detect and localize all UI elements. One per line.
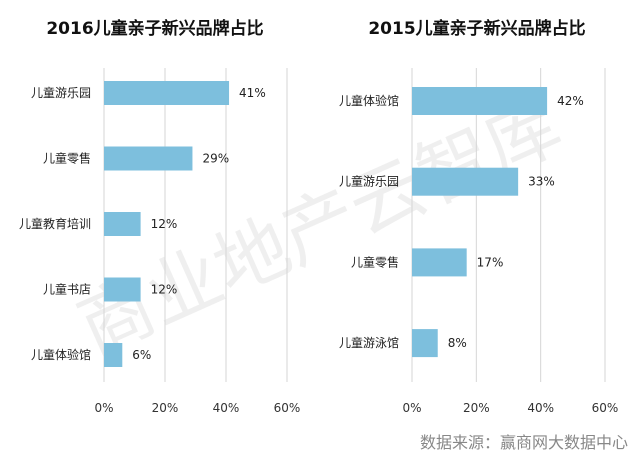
x-tick-label: 20%: [463, 401, 490, 415]
category-label: 儿童体验馆: [31, 347, 91, 362]
value-label: 42%: [557, 94, 584, 108]
value-label: 12%: [151, 283, 178, 297]
bar: [104, 81, 230, 105]
category-label: 儿童游乐园: [31, 85, 91, 100]
category-label: 儿童书店: [43, 282, 91, 297]
bar: [412, 87, 548, 115]
watermark-text: 商业地产云智库: [66, 83, 574, 372]
x-tick-label: 60%: [274, 401, 301, 415]
chart-2016: 2016儿童亲子新兴品牌占比 0% 20% 40% 60% 儿童游乐园 41% 儿童零售 29%…: [19, 18, 300, 415]
value-label: 12%: [151, 217, 178, 231]
source-note: 数据来源：赢商网大数据中心: [420, 433, 628, 452]
value-label: 29%: [202, 152, 229, 166]
category-label: 儿童零售: [351, 254, 399, 269]
chart-title: 2016儿童亲子新兴品牌占比: [46, 18, 263, 39]
bar: [412, 167, 519, 196]
category-label: 儿童体验馆: [339, 93, 399, 108]
value-label: 17%: [477, 255, 504, 269]
category-label: 儿童教育培训: [19, 216, 91, 231]
x-tick-label: 20%: [152, 401, 179, 415]
chart-title: 2015儿童亲子新兴品牌占比: [368, 18, 585, 39]
category-label: 儿童游乐园: [339, 174, 399, 189]
chart-2015: 2015儿童亲子新兴品牌占比 0% 20% 40% 60% 儿童体验馆 42% 儿童游乐园 33…: [339, 18, 618, 415]
bar: [104, 343, 123, 367]
value-label: 6%: [132, 348, 151, 362]
x-tick-label: 0%: [94, 401, 113, 415]
category-label: 儿童零售: [43, 151, 91, 166]
value-label: 8%: [448, 336, 467, 350]
category-label: 儿童游泳馆: [339, 335, 399, 350]
x-tick-label: 40%: [527, 401, 554, 415]
x-tick-label: 40%: [213, 401, 240, 415]
bar: [412, 329, 438, 358]
bar: [104, 277, 141, 302]
value-label: 41%: [239, 86, 266, 100]
x-tick-label: 0%: [402, 401, 421, 415]
bar: [104, 212, 141, 236]
x-tick-label: 60%: [592, 401, 619, 415]
bar: [412, 248, 467, 277]
value-label: 33%: [528, 175, 555, 189]
bar: [104, 146, 193, 171]
